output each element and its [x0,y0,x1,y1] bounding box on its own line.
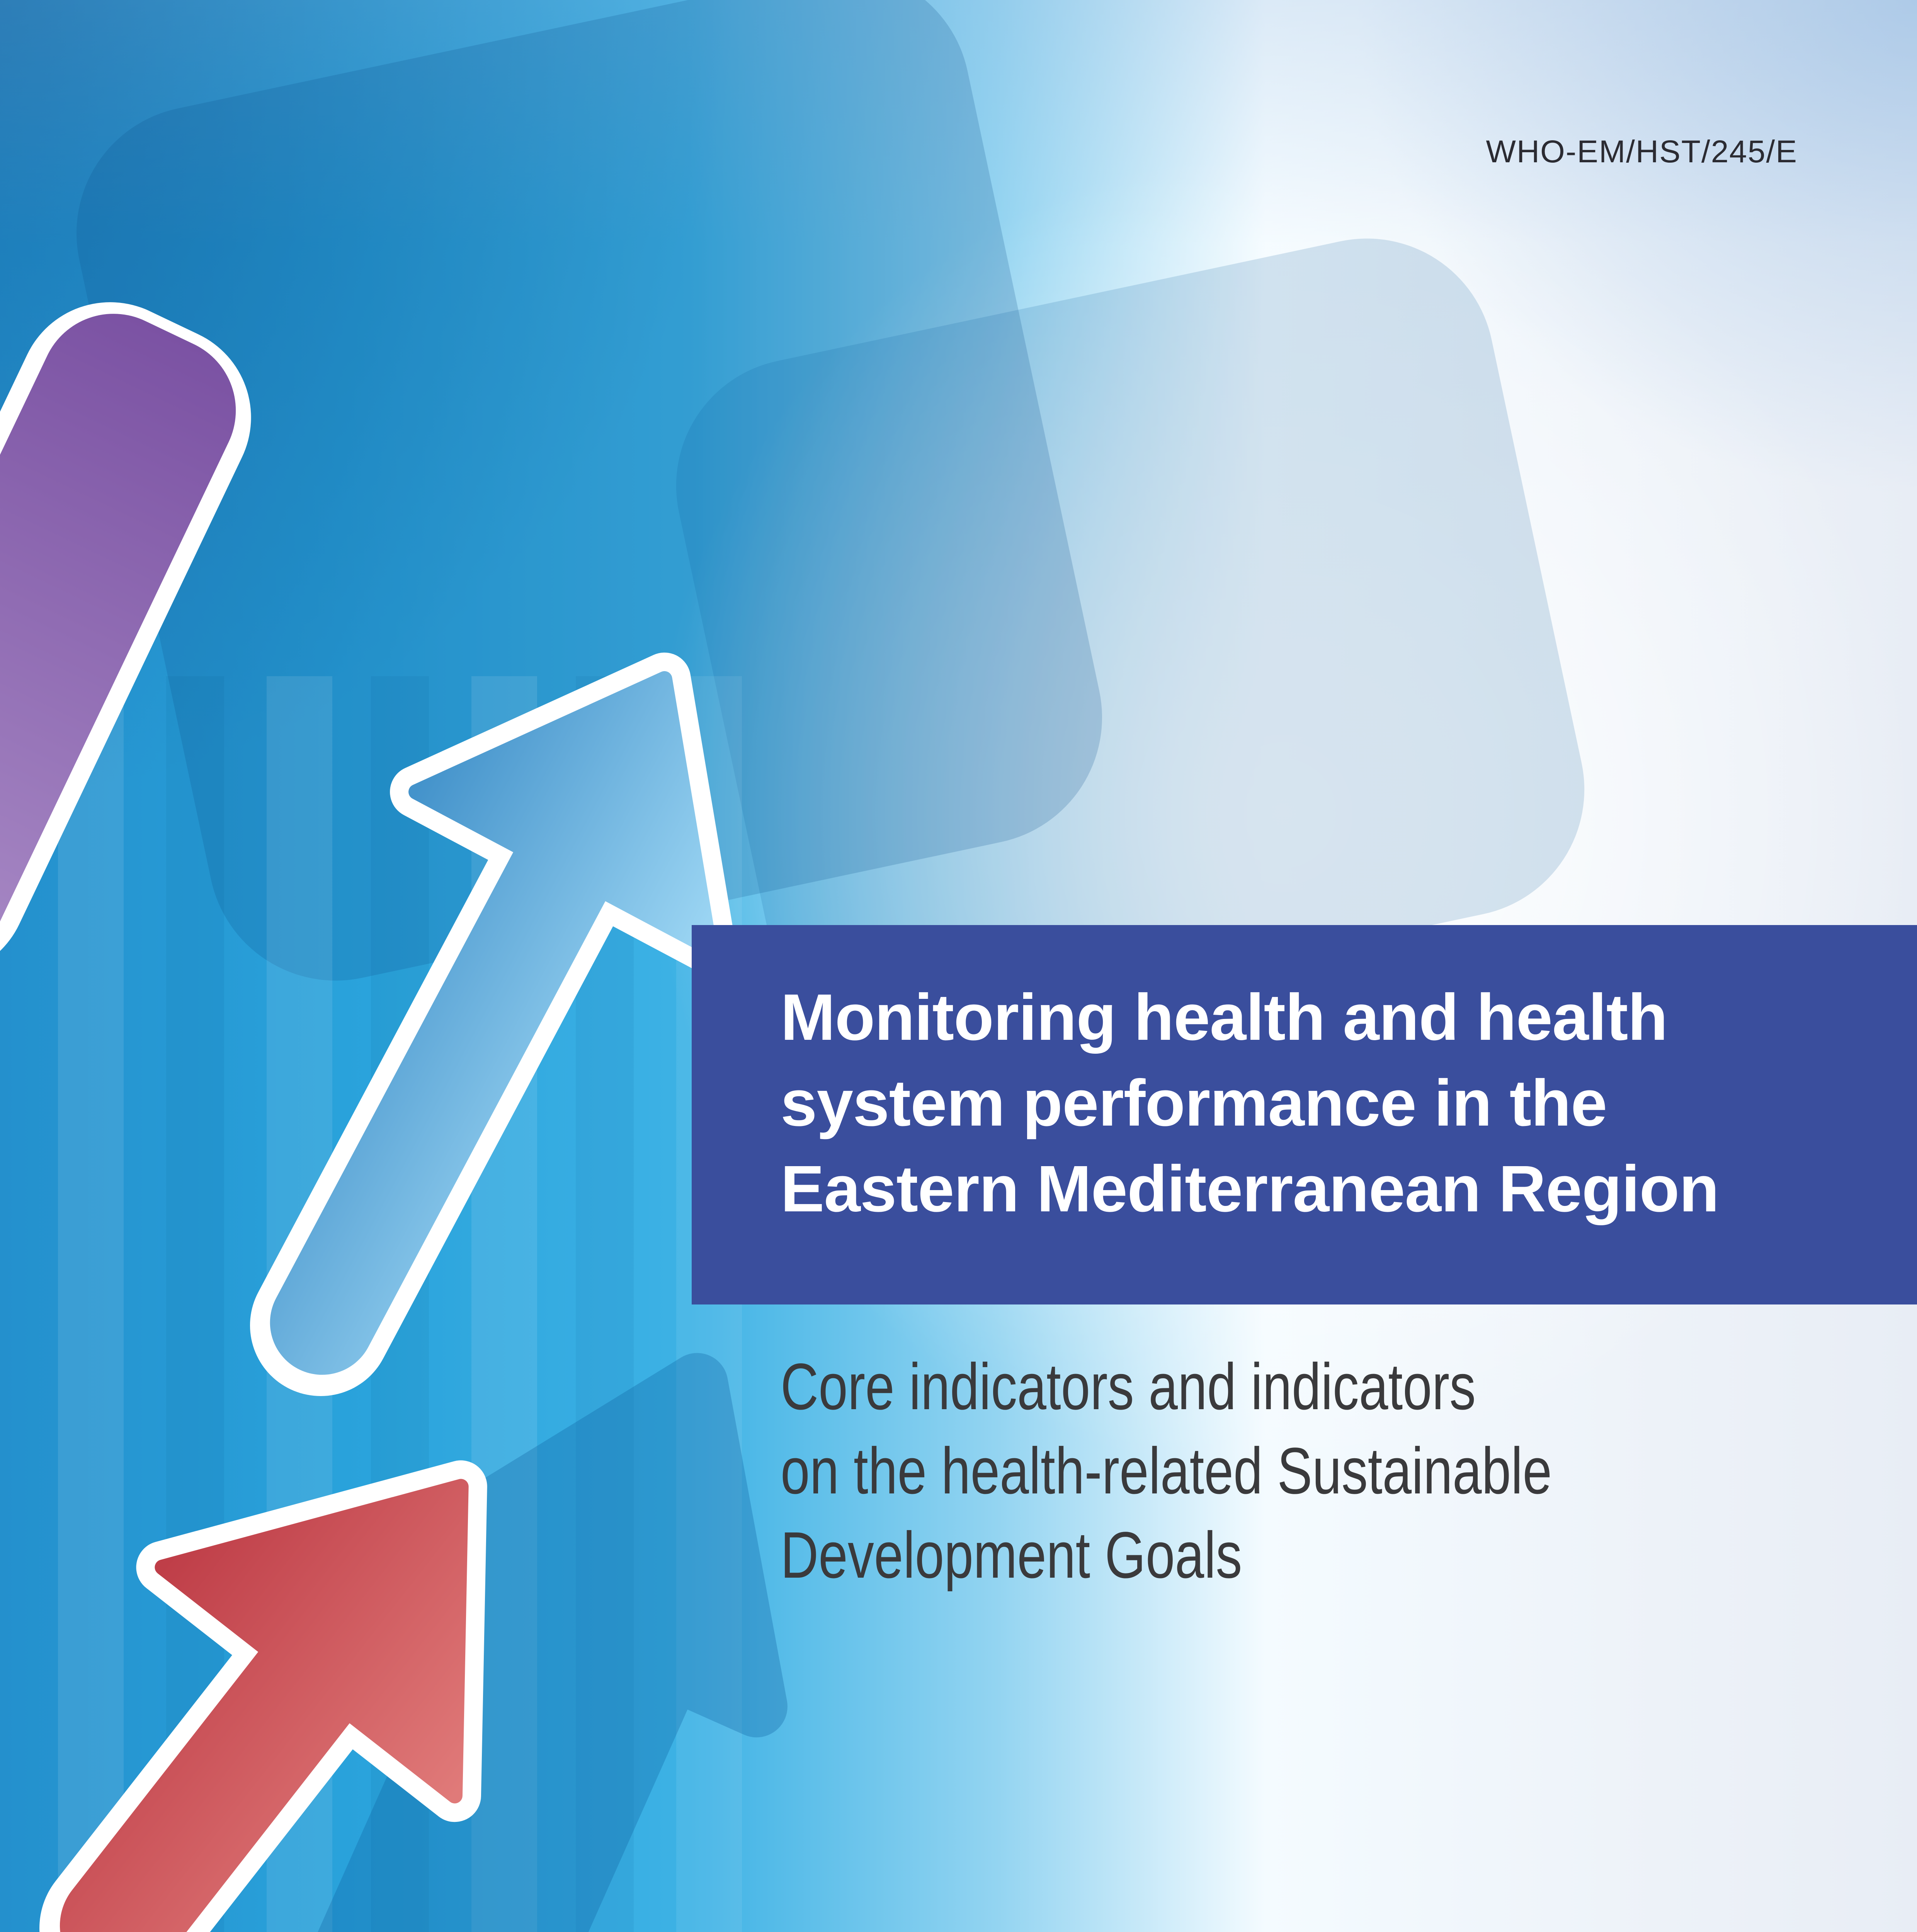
blue-arrow [250,652,736,1396]
document-reference: WHO-EM/HST/245/E [1486,134,1798,169]
purple-arrow [0,302,251,977]
title-banner [692,925,1917,1304]
title-line-1: Monitoring health and health [781,981,1668,1054]
title-line-2: system performance in the [781,1066,1607,1140]
subtitle-line-2: on the health-related Sustainable [781,1434,1552,1508]
title-line-3: Eastern Mediterranean Region [781,1152,1719,1226]
ghost-tile [76,0,1102,981]
ghost-arrow [251,1353,788,1932]
red-arrow [39,1460,487,1932]
subtitle-line-3: Development Goals [781,1519,1242,1592]
subtitle: Core indicators and indicators on the he… [781,1345,1552,1597]
subtitle-line-1: Core indicators and indicators [781,1350,1476,1423]
ghost-tile [676,238,1585,1037]
page-title: Monitoring health and health system perf… [781,975,1719,1232]
